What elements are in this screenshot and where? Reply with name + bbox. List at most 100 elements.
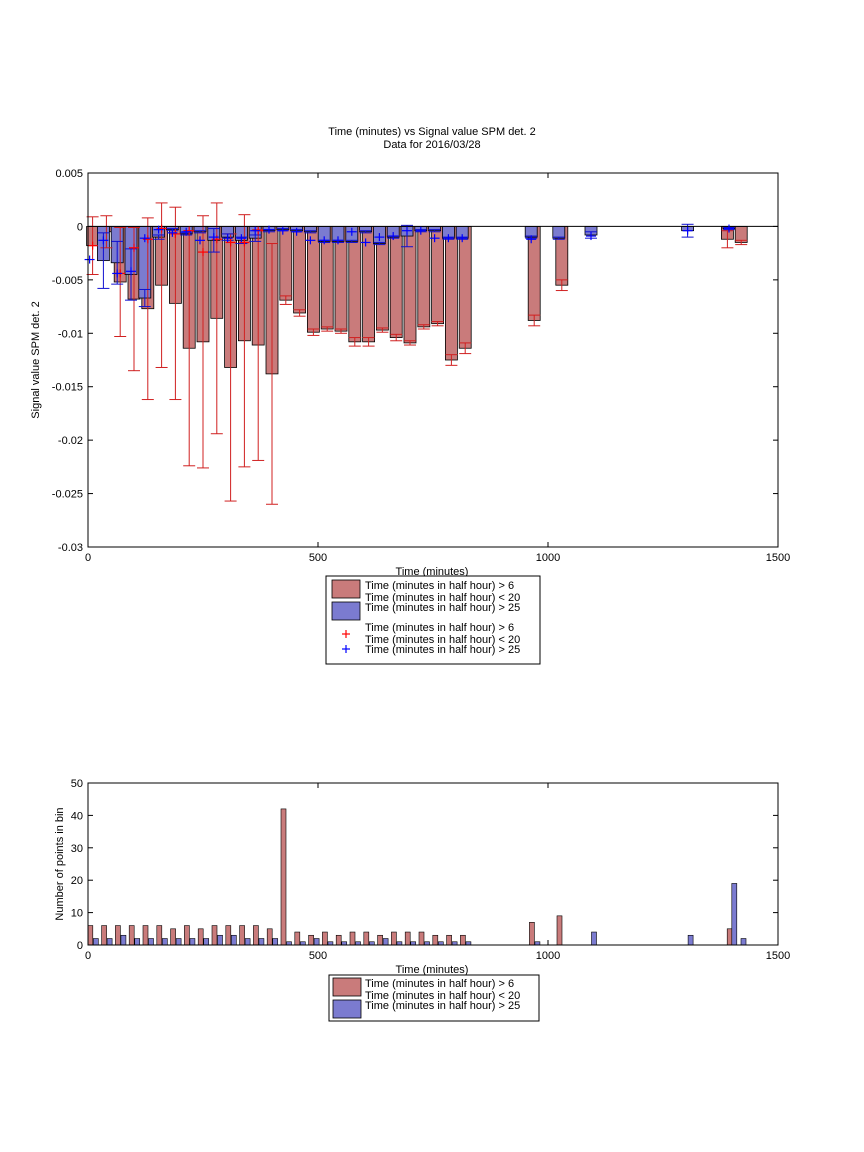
red-plus-marker <box>225 238 236 247</box>
red-count-bar <box>253 925 259 946</box>
red-count-bar <box>115 925 121 946</box>
blue-count-bar <box>231 934 237 946</box>
red-count-bar <box>335 934 342 946</box>
bottom-y-tick-label: 10 <box>71 908 83 920</box>
red-plus-marker <box>129 243 139 252</box>
bottom-plot-background <box>88 783 778 945</box>
bottom-legend-box <box>328 974 540 1022</box>
blue-plus-marker <box>167 228 178 237</box>
blue-count-bar <box>134 938 141 946</box>
red-count-bar <box>432 934 439 946</box>
blue-plus-marker <box>112 269 123 278</box>
blue-plus-marker <box>98 236 109 245</box>
legend-label: Time (minutes in half hour) > 25 <box>365 1000 520 1012</box>
red-count-bar <box>128 925 135 946</box>
legend-label: Time (minutes in half hour) > 6 <box>365 580 514 592</box>
blue-plus-marker <box>526 235 537 244</box>
bottom-y-tick-label: 50 <box>71 778 83 790</box>
blue-count-bar <box>258 938 265 946</box>
blue-plus-marker <box>388 232 399 241</box>
bottom-x-tick-label: 1500 <box>766 950 790 962</box>
red-bar <box>431 226 445 325</box>
red-count-bar <box>322 931 328 946</box>
blue-count-bar <box>244 938 251 946</box>
red-count-bar <box>101 925 107 946</box>
red-count-bar <box>211 925 218 946</box>
red-count-bar <box>197 928 204 946</box>
red-count-bar <box>156 925 163 946</box>
blue-count-bar <box>313 938 320 946</box>
top-y-tick-label: -0.025 <box>52 489 83 501</box>
blue-count-bar <box>189 938 196 946</box>
red-count-bar <box>529 922 535 946</box>
blue-plus-marker <box>264 225 274 234</box>
blue-plus-marker <box>181 227 192 236</box>
chart-title: Time (minutes) vs Signal value SPM det. … <box>328 126 535 138</box>
blue-count-bar <box>203 938 210 946</box>
legend-label: Time (minutes in half hour) > 6 <box>365 622 514 634</box>
red-count-bar <box>556 915 563 946</box>
blue-plus-marker <box>208 233 219 242</box>
top-y-tick-label: 0.005 <box>55 168 83 180</box>
top-y-tick-label: -0.015 <box>52 382 83 394</box>
legend-swatch <box>332 999 362 1019</box>
blue-plus-marker <box>84 255 95 264</box>
blue-count-bar <box>740 938 747 946</box>
top-x-tick-label: 1000 <box>536 552 560 564</box>
red-plus-marker <box>87 241 98 250</box>
top-x-tick-label: 0 <box>85 552 91 564</box>
top-plot-area: 0 500 1000 1500 -0.03 -0.025 -0.02 -0.015 -0.01 -… <box>52 168 790 564</box>
red-count-bar <box>391 931 397 946</box>
blue-count-bar <box>687 934 694 946</box>
bottom-x-tick-label: 0 <box>85 950 91 962</box>
legend-label: Time (minutes in half hour) < 20 <box>365 990 520 1002</box>
legend-label: Time (minutes in half hour) > 25 <box>365 644 520 656</box>
red-count-bar <box>170 928 176 946</box>
legend-swatch <box>331 601 361 621</box>
blue-plus-marker <box>429 234 440 243</box>
top-legend-box <box>325 575 541 665</box>
bottom-plot-area: 0 500 1000 1500 0 10 20 30 40 50 <box>71 778 790 962</box>
red-plus-marker <box>239 238 250 247</box>
blue-plus-marker <box>374 233 385 242</box>
red-bar <box>362 226 376 343</box>
top-y-axis-label: Signal value SPM det. 2 <box>30 301 42 418</box>
red-bar <box>279 226 293 301</box>
red-bar <box>320 226 334 330</box>
bottom-x-tick-label: 500 <box>309 950 327 962</box>
blue-plus-marker <box>222 234 233 243</box>
blue-plus-marker <box>586 232 596 241</box>
bottom-axes-frame <box>87 782 779 946</box>
red-bar <box>348 226 362 343</box>
blue-plus-marker <box>250 226 261 235</box>
blue-plus-marker <box>457 234 468 243</box>
red-bar <box>293 226 307 314</box>
bottom-y-tick-label: 20 <box>71 875 83 887</box>
blue-count-bar <box>217 934 223 946</box>
blue-plus-marker <box>153 225 164 234</box>
red-count-bar <box>87 925 94 946</box>
blue-count-bar <box>272 938 279 946</box>
red-bar <box>403 226 417 344</box>
top-x-tick-label: 1500 <box>766 552 790 564</box>
red-count-bar <box>726 928 733 946</box>
red-count-bar <box>418 931 425 946</box>
red-bar <box>306 226 320 333</box>
top-y-tick-label: -0.01 <box>58 328 83 340</box>
blue-plus-marker <box>443 234 454 243</box>
legend-plus-marker <box>342 630 350 638</box>
legend-swatch <box>331 579 361 599</box>
red-count-bar <box>142 925 149 946</box>
chart-subtitle: Data for 2016/03/28 <box>383 139 480 151</box>
blue-count-bar <box>106 938 113 946</box>
red-count-bar <box>460 934 466 946</box>
top-x-tick-label: 500 <box>309 552 327 564</box>
red-bar <box>458 226 472 349</box>
top-x-axis-label: Time (minutes) <box>396 566 469 578</box>
top-y-tick-label: -0.03 <box>58 542 83 554</box>
blue-plus-marker <box>305 236 316 245</box>
top-y-tick-label: -0.02 <box>58 435 83 447</box>
red-bar <box>527 226 541 321</box>
